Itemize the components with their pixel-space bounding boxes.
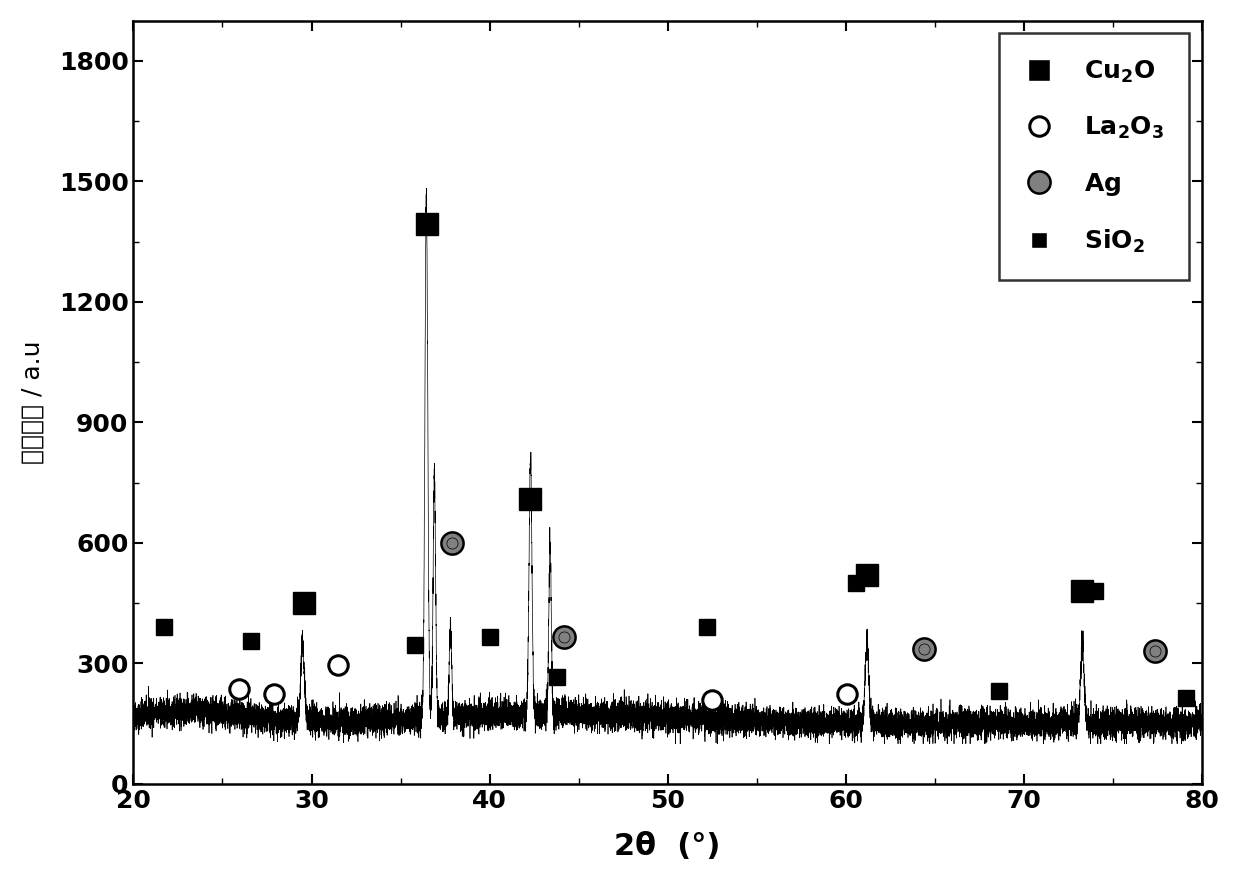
- Legend: $\bf{Cu_2O}$, $\bf{La_2O_3}$, $\bf{Ag}$, $\bf{SiO_2}$: $\bf{Cu_2O}$, $\bf{La_2O_3}$, $\bf{Ag}$,…: [999, 34, 1189, 280]
- X-axis label: 2θ  (°): 2θ (°): [614, 832, 720, 861]
- Y-axis label: 衰射强度 / a.u: 衰射强度 / a.u: [21, 340, 45, 464]
